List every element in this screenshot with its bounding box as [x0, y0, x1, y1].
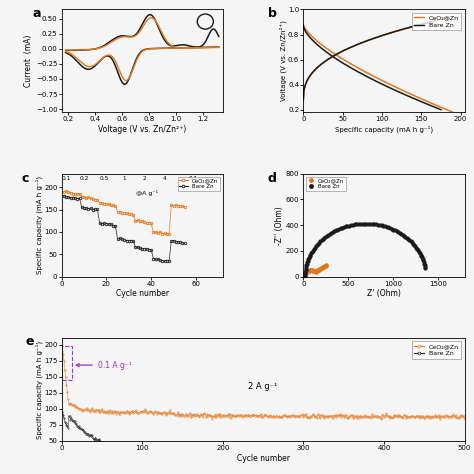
- X-axis label: Z' (Ohm): Z' (Ohm): [367, 290, 401, 299]
- Bar: [63, 346, 72, 380]
- Text: 1: 1: [122, 176, 126, 182]
- Text: a: a: [33, 8, 41, 20]
- Text: 0.2: 0.2: [79, 176, 89, 182]
- Text: d: d: [268, 172, 277, 185]
- Text: e: e: [26, 335, 34, 348]
- Text: 4: 4: [163, 176, 166, 182]
- Text: 2: 2: [143, 176, 146, 182]
- Text: 0.1: 0.1: [62, 176, 71, 182]
- Y-axis label: Current  (mA): Current (mA): [24, 35, 33, 87]
- Legend: CeO₂@Zn, Bare Zn: CeO₂@Zn, Bare Zn: [412, 341, 461, 359]
- X-axis label: Cycle number: Cycle number: [116, 290, 169, 299]
- Text: 2 A g⁻¹: 2 A g⁻¹: [248, 383, 278, 392]
- Y-axis label: Voltage (V vs. Zn/Zn²⁺): Voltage (V vs. Zn/Zn²⁺): [279, 20, 287, 101]
- Y-axis label: -Z'' (Ohm): -Z'' (Ohm): [275, 206, 284, 245]
- X-axis label: Cycle number: Cycle number: [237, 454, 290, 463]
- Legend: CeO₂@Zn, Bare Zn: CeO₂@Zn, Bare Zn: [178, 177, 220, 191]
- Y-axis label: Specific capacity (mA h g⁻¹): Specific capacity (mA h g⁻¹): [35, 340, 43, 438]
- Text: 0.5: 0.5: [100, 176, 109, 182]
- X-axis label: Specific capacity (mA h g⁻¹): Specific capacity (mA h g⁻¹): [335, 125, 433, 133]
- Text: b: b: [268, 8, 277, 20]
- Text: c: c: [21, 172, 29, 185]
- Text: @A g⁻¹: @A g⁻¹: [136, 190, 158, 196]
- Text: 0.1 A g⁻¹: 0.1 A g⁻¹: [76, 361, 132, 370]
- Legend: CeO₂@Zn, Bare Zn: CeO₂@Zn, Bare Zn: [412, 13, 461, 30]
- Y-axis label: Specific capacity (mA h g⁻¹): Specific capacity (mA h g⁻¹): [35, 176, 43, 274]
- Legend: CeO₂@Zn, Bare Zn: CeO₂@Zn, Bare Zn: [306, 177, 346, 191]
- Text: 0.1: 0.1: [189, 176, 198, 182]
- X-axis label: Voltage (V vs. Zn/Zn²⁺): Voltage (V vs. Zn/Zn²⁺): [98, 125, 186, 134]
